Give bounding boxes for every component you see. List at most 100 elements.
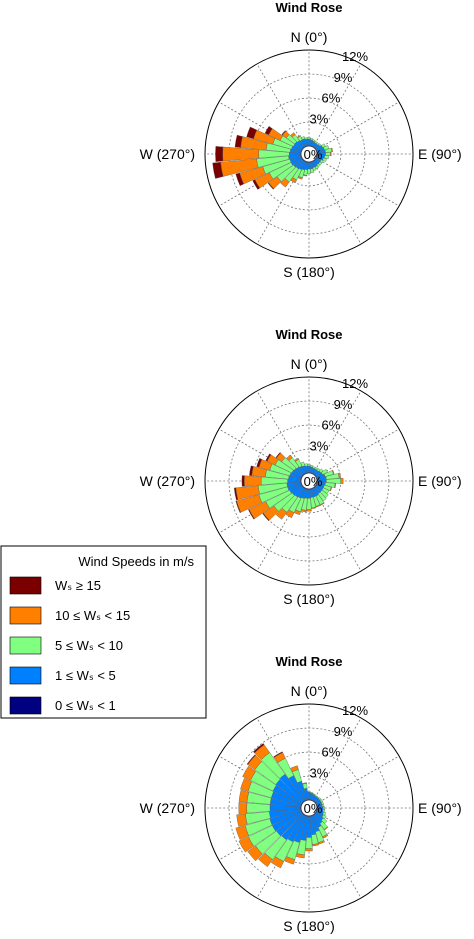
bar-segment [319, 489, 329, 499]
direction-label-south: S (180°) [283, 918, 335, 934]
legend-entry-label: 5 ≤ Wₛ < 10 [55, 638, 123, 653]
bar-segment [331, 469, 335, 475]
legend-entry-label: 0 ≤ Wₛ < 1 [55, 698, 116, 713]
bar-segment [312, 139, 316, 143]
bar-segment [321, 469, 328, 475]
bar-segment [286, 454, 293, 461]
bar-segment [305, 837, 313, 849]
legend-entry-label: 1 ≤ Wₛ < 5 [55, 668, 116, 683]
radial-tick-label: 12% [342, 703, 368, 718]
bar-segment [305, 848, 313, 852]
bar-segment [304, 463, 308, 467]
bar-segment [238, 836, 255, 853]
bar-segment [317, 491, 327, 502]
bar-segment [310, 792, 314, 794]
bar-segment [321, 817, 328, 824]
bar-segment [310, 465, 314, 468]
bar-segment [301, 136, 306, 140]
radial-tick-label: 3% [310, 111, 329, 126]
bar-segment [294, 457, 300, 462]
bar-segment [310, 168, 315, 174]
radial-tick-label: 6% [322, 745, 341, 760]
radial-tick-label: 0% [304, 147, 323, 162]
radial-tick-label: 3% [310, 765, 329, 780]
bar-segment [338, 472, 341, 479]
angular-grid-line [312, 63, 362, 148]
bar-segment [265, 453, 272, 462]
bar-segment [322, 811, 327, 816]
radial-tick-label: 9% [334, 70, 353, 85]
radial-tick-label: 0% [304, 474, 323, 489]
angular-grid-line [315, 755, 400, 805]
bar-segment [306, 509, 312, 512]
angular-grid-line [312, 390, 362, 475]
bar-segment [323, 145, 330, 151]
bar-segment [240, 778, 252, 792]
bar-segment [252, 179, 260, 190]
bar-segment [307, 168, 311, 175]
bar-segment [246, 126, 257, 140]
direction-label-west: W (270°) [140, 146, 195, 162]
radial-tick-label: 0% [304, 801, 323, 816]
legend-swatch [9, 666, 42, 685]
angular-grid-line [312, 160, 362, 245]
legend: Wind Speeds in m/s Wₛ ≥ 15 10 ≤ Wₛ < 15 5 ≤… [0, 545, 207, 719]
bar-segment [304, 137, 308, 140]
bar-segment [281, 130, 287, 136]
bar-segment [300, 509, 307, 513]
chart-title: Wind Rose [275, 0, 342, 15]
bar-segment [235, 500, 241, 513]
bar-segment [329, 486, 333, 492]
legend-entry-label: Wₛ ≥ 15 [55, 578, 101, 593]
bar-segment [297, 176, 303, 180]
bar-segment [322, 809, 325, 813]
radial-tick-label: 12% [342, 376, 368, 391]
bar-segment [302, 782, 307, 785]
bar-segment [325, 152, 331, 156]
bar-segment [311, 506, 317, 509]
bar-segment [280, 178, 290, 188]
bar-segment [236, 813, 248, 827]
bar-segment [296, 853, 305, 859]
direction-label-south: S (180°) [283, 591, 335, 607]
bar-segment [307, 137, 311, 140]
direction-label-east: E (90°) [418, 146, 462, 162]
bar-segment [285, 509, 295, 519]
direction-label-north: N (0°) [291, 29, 328, 45]
bar-segment [300, 461, 306, 467]
legend-swatch [9, 576, 42, 595]
bar-segment [322, 833, 329, 839]
bar-segment [267, 182, 275, 190]
radial-tick-label: 6% [322, 418, 341, 433]
bar-segment [246, 754, 256, 765]
bar-segment [318, 840, 325, 845]
bar-segment [312, 793, 316, 796]
bar-segment [340, 478, 344, 484]
angular-grid-line [315, 428, 400, 478]
bar-segment [253, 743, 265, 754]
bar-segment [249, 465, 254, 476]
bar-segment [319, 502, 325, 506]
center-circle [300, 145, 318, 163]
radial-tick-label: 12% [342, 49, 368, 64]
bar-segment [258, 852, 273, 867]
radial-tick-label: 9% [334, 397, 353, 412]
bar-segment [244, 475, 262, 487]
radial-tick-label: 6% [322, 91, 341, 106]
wind-rose-chart-3: Wind Rose 0% 3% 6% 9% 12% N (0°) E (90°) S (180°… [140, 654, 462, 934]
bar-segment [307, 791, 311, 793]
bar-segment [312, 166, 317, 172]
angular-grid-line [312, 717, 362, 802]
bar-segment [212, 162, 224, 179]
angular-grid-line [256, 63, 306, 148]
bar-segment [324, 155, 329, 160]
bar-segment [322, 806, 325, 810]
bar-segment [294, 509, 301, 516]
wind-rose-chart-2: Wind Rose 0% 3% 6% 9% 12% N (0°) E (90°) S (180°… [140, 327, 462, 607]
direction-label-west: W (270°) [140, 800, 195, 816]
bar-segment [310, 138, 314, 141]
legend-box [0, 545, 207, 719]
angular-grid-line [315, 101, 400, 151]
direction-label-east: E (90°) [418, 473, 462, 489]
